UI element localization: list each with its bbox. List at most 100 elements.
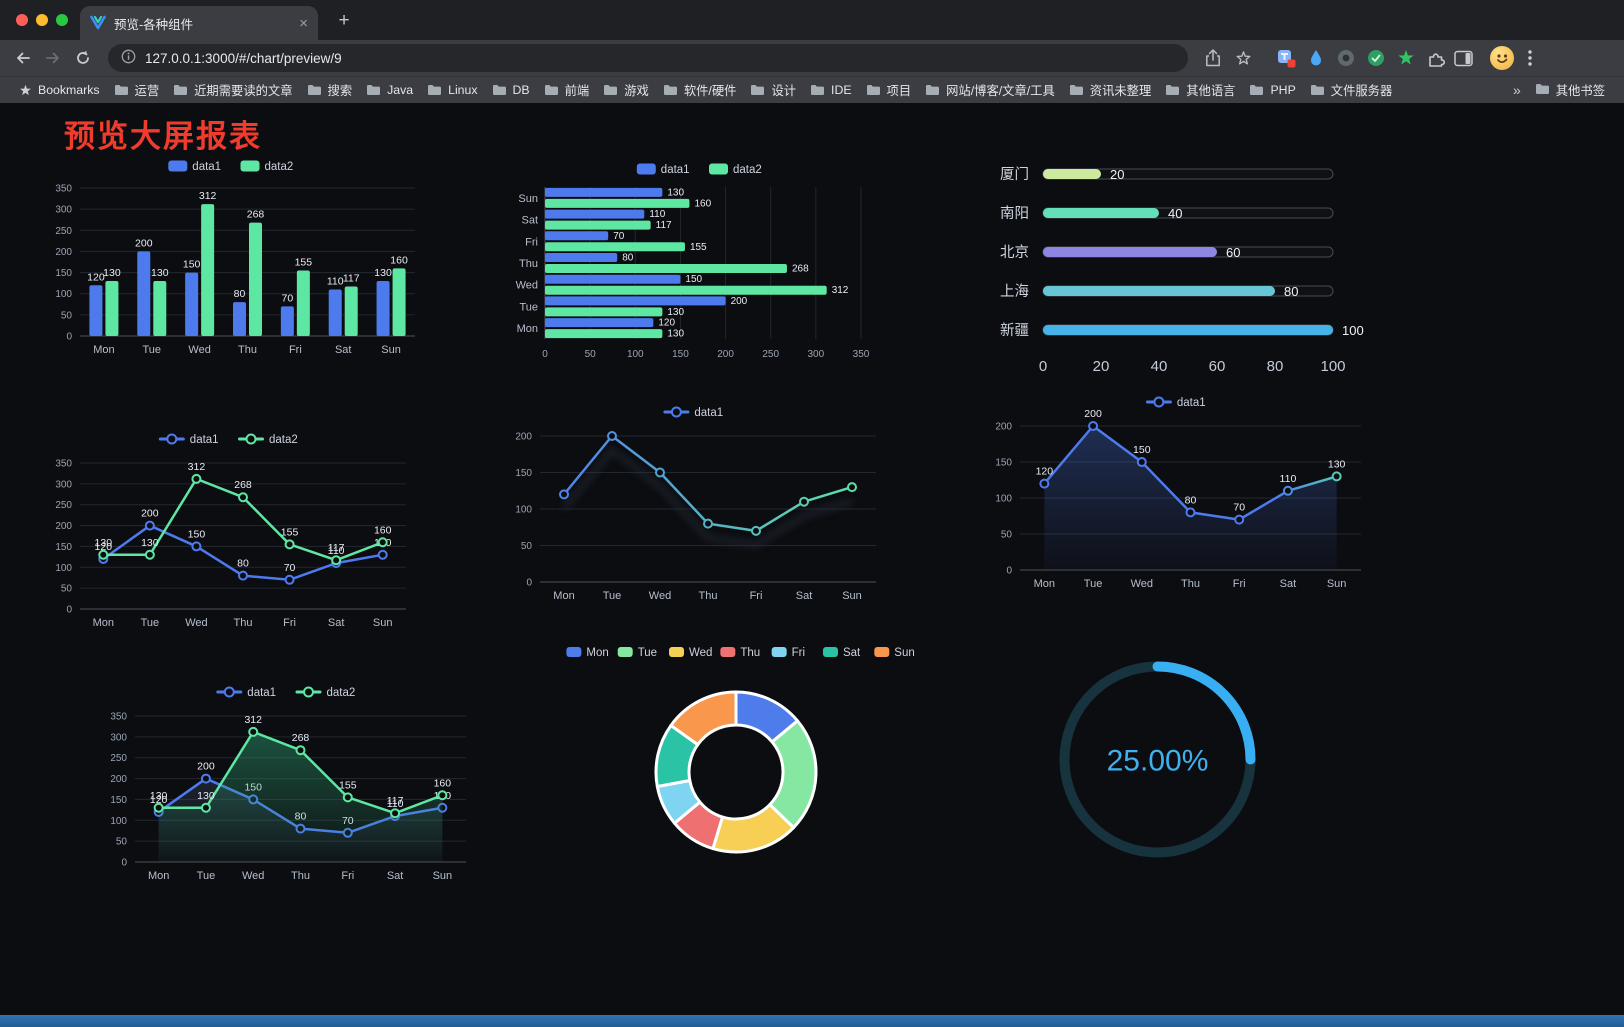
share-icon[interactable] bbox=[1200, 46, 1226, 70]
svg-text:20: 20 bbox=[1093, 358, 1110, 375]
minimize-window-button[interactable] bbox=[36, 14, 48, 26]
svg-text:北京: 北京 bbox=[1000, 244, 1029, 261]
svg-text:120: 120 bbox=[87, 271, 105, 283]
bookmark-star-icon[interactable] bbox=[1230, 46, 1256, 70]
svg-text:Tue: Tue bbox=[638, 647, 657, 659]
maximize-window-button[interactable] bbox=[56, 14, 68, 26]
svg-text:Tue: Tue bbox=[1084, 578, 1103, 590]
extension-icon-translate[interactable] bbox=[1276, 48, 1296, 68]
extension-icon-dark-circle[interactable] bbox=[1336, 48, 1356, 68]
bookmark-label: 网站/博客/文章/工具 bbox=[946, 84, 1055, 98]
bookmark-label: 文件服务器 bbox=[1330, 84, 1393, 98]
bookmark-item-11[interactable]: 项目 bbox=[859, 78, 919, 102]
profile-avatar[interactable] bbox=[1490, 46, 1514, 70]
folder-icon bbox=[173, 84, 188, 96]
svg-text:160: 160 bbox=[374, 524, 392, 536]
svg-text:新疆: 新疆 bbox=[1000, 322, 1029, 339]
multi-line-chart: 0 50 100 150 200 250 300 350 Mon Tue Wed Thu Fri Sat S… bbox=[40, 425, 420, 637]
svg-text:80: 80 bbox=[1267, 358, 1284, 375]
bookmark-item-0[interactable]: 运营 bbox=[107, 78, 167, 102]
svg-text:110: 110 bbox=[327, 275, 344, 287]
site-info-icon[interactable] bbox=[121, 49, 136, 67]
folder-icon bbox=[925, 84, 940, 96]
city-progress-chart: 厦门 20 南阳 40 北京 60 上海 80 新疆 100 0 20 40 60 80 100 bbox=[985, 158, 1385, 386]
weekday-doughnut-chart: Mon Tue Wed Thu Fri Sat Sun bbox=[545, 638, 935, 870]
bookmark-item-10[interactable]: IDE bbox=[803, 80, 859, 100]
bookmark-item-14[interactable]: 其他语言 bbox=[1158, 78, 1242, 102]
folder-icon bbox=[1535, 83, 1550, 98]
browser-tab[interactable]: 预览-各种组件 × bbox=[80, 6, 318, 40]
svg-text:data2: data2 bbox=[327, 687, 356, 699]
bookmark-item-8[interactable]: 软件/硬件 bbox=[656, 78, 744, 102]
bookmark-item-2[interactable]: 搜索 bbox=[300, 78, 360, 102]
bookmark-item-13[interactable]: 资讯未整理 bbox=[1062, 78, 1159, 102]
svg-text:Tue: Tue bbox=[197, 870, 216, 882]
svg-text:200: 200 bbox=[197, 761, 215, 773]
svg-text:312: 312 bbox=[244, 714, 262, 726]
bookmark-label: 前端 bbox=[564, 84, 590, 98]
bookmark-item-5[interactable]: DB bbox=[485, 80, 537, 100]
svg-text:Mon: Mon bbox=[93, 617, 114, 629]
svg-text:Sat: Sat bbox=[328, 617, 345, 629]
extensions-puzzle-icon[interactable] bbox=[1426, 48, 1446, 68]
bookmark-item-bookmarks[interactable]: Bookmarks bbox=[12, 80, 107, 100]
extension-icon-blue-drop[interactable] bbox=[1306, 48, 1326, 68]
svg-text:80: 80 bbox=[237, 558, 249, 570]
window-controls bbox=[16, 14, 68, 26]
bookmark-item-1[interactable]: 近期需要读的文章 bbox=[166, 78, 299, 102]
folder-icon bbox=[1165, 84, 1180, 96]
bookmark-item-6[interactable]: 前端 bbox=[537, 78, 597, 102]
back-button[interactable] bbox=[10, 45, 36, 71]
close-window-button[interactable] bbox=[16, 14, 28, 26]
svg-text:Thu: Thu bbox=[234, 617, 253, 629]
svg-text:130: 130 bbox=[374, 267, 392, 279]
svg-text:Sat: Sat bbox=[335, 344, 352, 356]
tab-close-icon[interactable]: × bbox=[299, 14, 308, 32]
svg-text:Mon: Mon bbox=[148, 870, 169, 882]
svg-text:117: 117 bbox=[387, 795, 404, 807]
svg-text:312: 312 bbox=[188, 461, 206, 473]
reload-button[interactable] bbox=[70, 45, 96, 71]
svg-text:50: 50 bbox=[521, 541, 533, 552]
svg-text:40: 40 bbox=[1168, 206, 1182, 221]
svg-text:130: 130 bbox=[151, 267, 169, 279]
svg-text:Sat: Sat bbox=[387, 870, 404, 882]
bookmark-item-16[interactable]: 文件服务器 bbox=[1303, 78, 1400, 102]
bookmark-item-7[interactable]: 游戏 bbox=[596, 78, 656, 102]
bookmarks-overflow-button[interactable]: » bbox=[1513, 82, 1521, 98]
side-panel-icon[interactable] bbox=[1450, 46, 1476, 70]
svg-text:50: 50 bbox=[116, 837, 128, 848]
svg-text:250: 250 bbox=[110, 753, 127, 764]
svg-text:data2: data2 bbox=[733, 164, 762, 176]
svg-text:70: 70 bbox=[284, 562, 296, 574]
svg-text:25.00%: 25.00% bbox=[1107, 745, 1209, 778]
svg-text:150: 150 bbox=[188, 528, 206, 540]
svg-text:200: 200 bbox=[717, 349, 734, 360]
svg-text:Fri: Fri bbox=[341, 870, 354, 882]
svg-text:130: 130 bbox=[667, 307, 684, 318]
other-bookmarks-button[interactable]: 其他书签 bbox=[1528, 78, 1612, 102]
forward-button[interactable] bbox=[40, 45, 66, 71]
bookmark-item-9[interactable]: 设计 bbox=[743, 78, 803, 102]
bookmark-item-4[interactable]: Linux bbox=[420, 80, 484, 100]
bookmark-item-3[interactable]: Java bbox=[359, 80, 420, 100]
bookmark-label: 近期需要读的文章 bbox=[194, 84, 293, 98]
svg-text:150: 150 bbox=[515, 468, 532, 479]
url-text: 127.0.0.1:3000/#/chart/preview/9 bbox=[145, 50, 342, 66]
new-tab-button[interactable]: + bbox=[338, 10, 350, 31]
svg-text:130: 130 bbox=[667, 329, 684, 340]
bookmark-item-15[interactable]: PHP bbox=[1242, 80, 1302, 100]
extension-icon-green-circle[interactable] bbox=[1366, 48, 1386, 68]
extension-icon-green-star[interactable] bbox=[1396, 48, 1416, 68]
bookmark-label: Linux bbox=[448, 83, 478, 97]
tab-favicon-icon bbox=[90, 14, 106, 33]
svg-text:200: 200 bbox=[731, 296, 748, 307]
svg-text:50: 50 bbox=[585, 349, 597, 360]
bookmark-item-12[interactable]: 网站/博客/文章/工具 bbox=[918, 78, 1062, 102]
address-bar[interactable]: 127.0.0.1:3000/#/chart/preview/9 bbox=[108, 44, 1188, 72]
menu-kebab-icon[interactable] bbox=[1528, 50, 1532, 66]
svg-text:70: 70 bbox=[1233, 502, 1245, 514]
svg-text:70: 70 bbox=[282, 292, 294, 304]
svg-text:Fri: Fri bbox=[750, 590, 763, 602]
svg-text:130: 130 bbox=[667, 187, 684, 198]
